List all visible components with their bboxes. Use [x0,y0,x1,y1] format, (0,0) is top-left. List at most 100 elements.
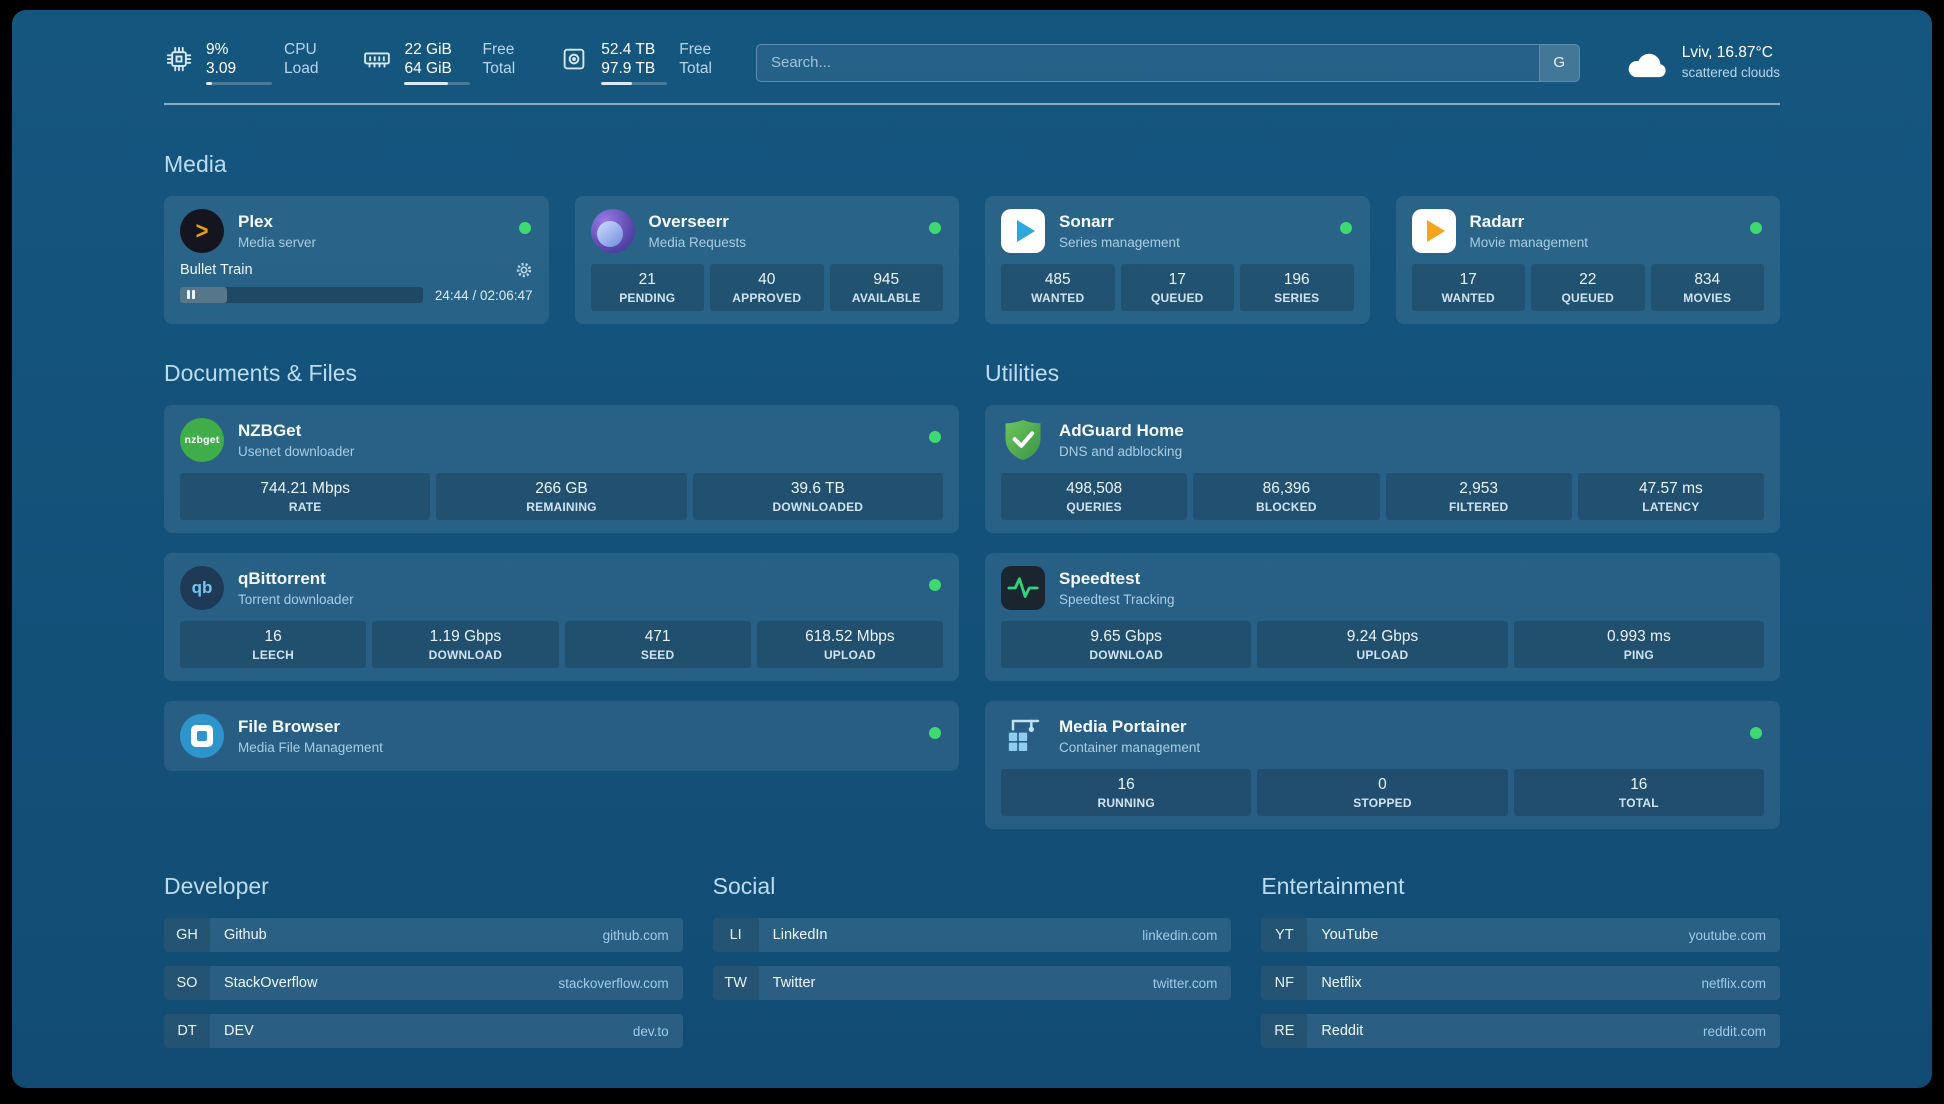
service-name: NZBGet [238,421,302,440]
bookmark-abbr: RE [1261,1014,1308,1048]
cpu-progress-bar [206,82,272,85]
playback-progress[interactable] [180,287,423,303]
service-subtitle: Usenet downloader [238,444,355,459]
bookmark-name: StackOverflow [224,975,318,991]
bookmark-abbr: GH [164,918,210,952]
bookmark-abbr: SO [164,966,210,1000]
radarr-icon [1411,209,1456,253]
service-card-radarr[interactable]: Radarr Movie management 17 WANTED 22 QUEUE… [1395,196,1780,324]
disk-progress-bar [601,82,668,85]
stat-remaining: 266 GB REMAINING [436,473,687,520]
disk-values: 52.4 TB 97.9 TB [601,40,668,85]
disk-free: 52.4 TB [601,41,656,58]
service-card-nzbget[interactable]: nzbget NZBGet Usenet downloader 744.21 M… [164,405,959,533]
search-input[interactable] [755,43,1580,82]
section-documents: Documents & Files nzbget NZBGet Usenet d… [164,360,959,771]
bookmark-stackoverflow[interactable]: SO StackOverflow stackoverflow.com [164,966,683,1000]
service-card-overseerr[interactable]: Overseerr Media Requests 21 PENDING 40 APP… [574,196,959,324]
service-subtitle: Torrent downloader [238,592,354,607]
stat-downloaded: 39.6 TB DOWNLOADED [692,473,943,520]
bookmark-url: reddit.com [1702,1023,1766,1039]
memory-free: 22 GiB [404,41,452,58]
status-dot [929,431,941,443]
section-media: Media > Plex Media server Bullet Train [164,151,1780,324]
service-name: Media Portainer [1059,717,1187,736]
bookmark-group-developer: Developer GH Github github.com SO StackO… [164,873,683,1048]
stat-ping: 0.993 ms PING [1513,621,1764,668]
pause-icon[interactable] [187,287,197,303]
section-title-entertainment: Entertainment [1261,873,1405,899]
stat-queued: 17 QUEUED [1120,264,1234,311]
search-provider-button[interactable]: G [1538,44,1579,81]
bookmark-dev[interactable]: DT DEV dev.to [164,1014,683,1048]
bookmark-reddit[interactable]: RE Reddit reddit.com [1261,1014,1780,1048]
memory-label-1: Free [482,41,515,58]
status-dot [929,727,941,739]
speedtest-icon [1001,566,1045,610]
memory-values: 22 GiB 64 GiB [404,40,471,85]
gear-icon[interactable] [515,261,533,279]
service-name: Radarr [1469,212,1525,231]
service-card-speedtest[interactable]: Speedtest Speedtest Tracking 9.65 Gbps DO… [985,553,1780,681]
weather-condition: scattered clouds [1681,64,1780,80]
bookmark-url: dev.to [632,1023,669,1039]
bookmark-twitter[interactable]: TW Twitter twitter.com [712,966,1232,1000]
bookmark-name: Netflix [1321,975,1362,991]
status-dot [929,222,941,234]
disk-total: 97.9 TB [601,60,656,77]
section-title-media: Media [164,151,227,177]
header-divider [164,103,1780,105]
stat-wanted: 485 WANTED [1001,264,1115,311]
service-subtitle: Series management [1059,235,1180,250]
disk-widget: 52.4 TB 97.9 TB Free Total [559,40,712,85]
service-name: Overseerr [648,212,729,231]
service-subtitle: Speedtest Tracking [1059,592,1175,607]
memory-total: 64 GiB [404,60,452,77]
cpu-labels: CPU Load [284,40,318,78]
cpu-load: 3.09 [206,60,237,77]
memory-widget: 22 GiB 64 GiB Free Total [362,40,515,85]
bookmark-name: Github [224,927,267,943]
bookmark-group-social: Social LI LinkedIn linkedin.com TW Twitt… [712,873,1232,1000]
bookmark-group-entertainment: Entertainment YT YouTube youtube.com NF … [1261,873,1780,1048]
service-card-plex[interactable]: > Plex Media server Bullet Train [164,196,549,324]
weather-widget: Lviv, 16.87°C scattered clouds [1624,43,1780,83]
system-stats: 9% 3.09 CPU Load 22 GiB 64 GiB [164,40,712,85]
section-utilities: Utilities AdGuard Home [985,360,1780,829]
stat-upload: 9.24 Gbps UPLOAD [1257,621,1508,668]
service-card-filebrowser[interactable]: File Browser Media File Management [164,701,959,771]
stat-upload: 618.52 Mbps UPLOAD [756,621,943,668]
service-card-qbittorrent[interactable]: qb qBittorrent Torrent downloader 16 LEEC… [164,553,959,681]
stat-queued: 22 QUEUED [1531,264,1645,311]
bookmark-netflix[interactable]: NF Netflix netflix.com [1261,966,1780,1000]
bookmark-linkedin[interactable]: LI LinkedIn linkedin.com [712,918,1232,952]
bookmark-youtube[interactable]: YT YouTube youtube.com [1261,918,1780,952]
stat-filtered: 2,953 FILTERED [1385,473,1572,520]
bookmark-abbr: YT [1261,918,1308,952]
disk-icon [559,44,589,74]
bookmark-name: LinkedIn [772,927,828,943]
service-card-sonarr[interactable]: Sonarr Series management 485 WANTED 17 QUE… [985,196,1370,324]
section-title-developer: Developer [164,873,269,899]
plex-icon: > [180,209,224,253]
bookmark-github[interactable]: GH Github github.com [164,918,683,952]
dashboard: 9% 3.09 CPU Load 22 GiB 64 GiB [12,10,1932,1088]
stat-stopped: 0 STOPPED [1257,769,1508,816]
portainer-icon [1001,714,1045,758]
bookmark-name: YouTube [1321,927,1379,943]
memory-icon [362,44,392,74]
service-subtitle: Media server [238,235,317,250]
cpu-values: 9% 3.09 [206,40,272,85]
now-playing-title: Bullet Train [180,262,253,278]
stat-download: 9.65 Gbps DOWNLOAD [1001,621,1252,668]
playback-time: 24:44 / 02:06:47 [434,287,533,303]
service-card-portainer[interactable]: Media Portainer Container management 16 R… [985,701,1780,829]
cpu-label-1: CPU [284,41,317,58]
bookmark-abbr: LI [712,918,759,952]
cpu-usage: 9% [206,41,229,58]
stat-blocked: 86,396 BLOCKED [1193,473,1380,520]
stat-available: 945 AVAILABLE [829,264,943,311]
stat-wanted: 17 WANTED [1411,264,1525,311]
nzbget-icon: nzbget [180,418,224,462]
service-card-adguard[interactable]: AdGuard Home DNS and adblocking 498,508 Q… [985,405,1780,533]
